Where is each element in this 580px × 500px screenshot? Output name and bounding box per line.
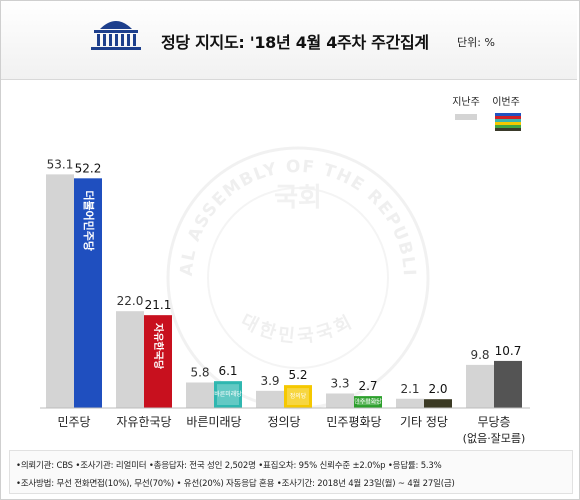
data-label-last-week: 5.8 (190, 365, 209, 379)
chart-header: 정당 지지도: '18년 4월 4주차 주간집계 단위: % (1, 1, 577, 80)
category-label: 민주당 (57, 415, 90, 429)
bar-last-week (326, 393, 354, 408)
legend-this-week-label: 이번주 (492, 96, 520, 108)
bar-this-week (74, 178, 102, 408)
data-label-last-week: 53.1 (47, 157, 74, 171)
category-label: 민주평화당 (326, 415, 381, 429)
bars-layer: 53.1 52.2 더불어민주당 22.0 21.1 자유한국당 5.8 6.1 바른미래당 3.… (46, 157, 522, 408)
bar-chart: THE NATIONAL ASSEMBLY OF THE REPUBLIC OF… (0, 78, 530, 445)
data-label-last-week: 9.8 (470, 348, 489, 362)
bar-last-week (256, 390, 284, 408)
legend-last-week-label: 지난주 (452, 96, 480, 108)
category-sublabel: (없음·잘모름) (463, 432, 526, 445)
bar-last-week (116, 311, 144, 408)
legend-last-week-swatch (455, 114, 477, 120)
svg-text:대한민국국회: 대한민국국회 (237, 310, 358, 347)
bar-this-week (284, 385, 312, 408)
legend-stripe (495, 122, 521, 125)
bar-last-week (466, 364, 494, 408)
data-label-this-week: 21.1 (145, 298, 172, 312)
data-label-last-week: 3.9 (260, 374, 279, 388)
data-label-this-week: 6.1 (218, 364, 237, 378)
legend: 지난주 이번주 (452, 96, 521, 131)
bar-this-week (144, 315, 172, 408)
party-logo (217, 384, 239, 405)
data-label-this-week: 2.7 (358, 379, 377, 393)
bar-this-week (424, 399, 452, 408)
category-label: 무당층 (477, 415, 510, 429)
bar-last-week (46, 174, 74, 408)
survey-note-line-2: •조사방법: 무선 전화면접(10%), 무선(70%) • 유선(20%) 자… (16, 479, 455, 489)
category-label: 바른미래당 (186, 415, 241, 429)
bar-this-week (214, 381, 242, 408)
party-logo-text: 정의당 (290, 392, 307, 400)
bar-this-week (354, 396, 382, 408)
party-logo-text: 자유한국당 (152, 323, 165, 370)
bar-last-week (396, 398, 424, 408)
data-label-this-week: 5.2 (288, 368, 307, 382)
data-label-this-week: 2.0 (428, 382, 447, 396)
legend-stripe (495, 128, 521, 131)
data-label-last-week: 2.1 (400, 382, 419, 396)
party-logo (357, 399, 379, 406)
national-assembly-building-icon (91, 21, 141, 50)
legend-stripe (495, 119, 521, 122)
category-label: 정의당 (267, 415, 300, 429)
data-label-last-week: 3.3 (330, 376, 349, 390)
party-logo (287, 388, 309, 405)
data-label-this-week: 52.2 (75, 161, 102, 175)
watermark-bottom-text: 대한민국국회 (237, 310, 354, 347)
category-label: 자유한국당 (116, 415, 171, 429)
party-logo-text: 더불어민주당 (82, 190, 96, 251)
bar-last-week (186, 382, 214, 408)
legend-stripe (495, 113, 521, 116)
party-logo-text: 민주평화당 (354, 398, 382, 406)
unit-label: 단위: % (457, 36, 495, 49)
category-label: 기타 정당 (400, 415, 448, 429)
watermark-center-text: 국회 (274, 183, 322, 213)
bar-this-week (494, 360, 522, 408)
survey-notes: •의뢰기관: CBS •조사기관: 리얼미터 •총응답자: 전국 성인 2,50… (9, 450, 573, 494)
legend-stripe (495, 116, 521, 119)
legend-this-week-swatch (495, 113, 521, 131)
party-logo-text: 바른미래당 (214, 390, 242, 398)
category-labels: 민주당 자유한국당 바른미래당 정의당 민주평화당 기타 정당 무당층 (없음·잘모름) (57, 415, 525, 445)
data-label-last-week: 22.0 (117, 294, 144, 308)
survey-note-line-1: •의뢰기관: CBS •조사기관: 리얼미터 •총응답자: 전국 성인 2,50… (16, 461, 442, 471)
legend-stripe (495, 125, 521, 128)
chart-title: 정당 지지도: '18년 4월 4주차 주간집계 (161, 33, 429, 52)
data-label-this-week: 10.7 (495, 344, 522, 358)
